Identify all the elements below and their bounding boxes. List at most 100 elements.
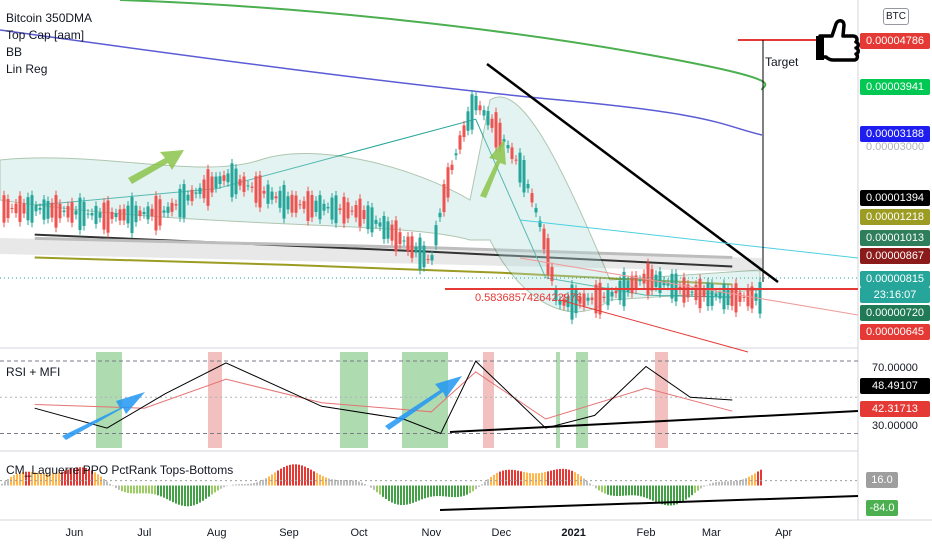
candle-body	[158, 199, 162, 226]
candle-body	[114, 213, 118, 218]
time-axis-label: Feb	[636, 527, 656, 539]
rsi-trend-line	[449, 410, 859, 433]
candle-body	[610, 291, 614, 297]
time-axis-label: Dec	[491, 527, 512, 539]
legend-top-cap[interactable]: Top Cap [aam]	[6, 28, 85, 42]
legend-lin-reg[interactable]: Lin Reg	[6, 62, 48, 76]
candle-body	[154, 195, 158, 231]
candle-body	[238, 179, 242, 186]
candle-body	[738, 292, 742, 302]
candle-body	[274, 196, 278, 199]
ppo-pane	[0, 464, 859, 511]
time-axis-label: Jun	[65, 527, 84, 539]
candle-body	[754, 293, 758, 301]
blue-ma-line	[0, 29, 763, 136]
candle-body	[474, 95, 478, 111]
time-axis-label: Aug	[206, 527, 227, 539]
candle-body	[510, 147, 514, 159]
candle-body	[518, 152, 522, 183]
rsi-zone-shading	[96, 352, 122, 448]
legend-laguerre-ppo[interactable]: CM_Laguerre PPO PctRank Tops-Bottoms	[6, 463, 234, 477]
candle-body	[382, 216, 386, 240]
candle-body	[670, 273, 674, 299]
time-axis-label: 2021	[561, 527, 586, 539]
legend-rsi-mfi[interactable]: RSI + MFI	[6, 365, 61, 379]
candle-body	[590, 297, 594, 300]
candle-body	[22, 203, 26, 214]
candle-body	[262, 190, 266, 194]
candle-body	[106, 200, 110, 233]
candle-body	[310, 195, 314, 218]
candle-body	[602, 296, 606, 298]
candle-body	[466, 111, 470, 131]
candle-body	[350, 210, 354, 212]
candle-body	[594, 284, 598, 314]
candle-body	[662, 281, 666, 286]
candle-body	[118, 209, 122, 221]
top-cap-line	[34, 256, 733, 286]
ppo-tag: 16.0	[866, 472, 898, 488]
candle-body	[70, 202, 74, 223]
candle-body	[258, 175, 262, 208]
candle-body	[546, 238, 550, 275]
candle-body	[354, 205, 358, 218]
candle-body	[406, 236, 410, 252]
candle-body	[54, 195, 58, 228]
candle-body	[122, 208, 126, 221]
candle-body	[30, 195, 34, 223]
candle-body	[586, 297, 590, 301]
price-tag: 23:16:07	[860, 287, 930, 303]
candle-body	[558, 300, 562, 305]
candle-body	[6, 199, 10, 219]
candle-body	[306, 191, 310, 221]
candle-body	[90, 213, 94, 216]
candle-body	[62, 210, 66, 213]
candle-body	[170, 202, 174, 212]
regression-lower-line	[559, 299, 749, 353]
candle-body	[534, 207, 538, 213]
candle-body	[694, 284, 698, 301]
green-ma-line	[119, 0, 767, 91]
candle-body	[178, 188, 182, 218]
candle-body	[698, 278, 702, 309]
candle-body	[630, 275, 634, 294]
candle-body	[418, 237, 422, 270]
candle-body	[366, 205, 370, 230]
candle-body	[666, 283, 670, 286]
candle-body	[18, 195, 22, 222]
candle-body	[606, 287, 610, 306]
legend-bb[interactable]: BB	[6, 45, 23, 59]
candle-body	[530, 193, 534, 203]
candle-body	[462, 125, 466, 138]
candle-body	[282, 184, 286, 219]
price-tag: 0.00000645	[860, 324, 930, 340]
price-tag: 0.00001394	[860, 190, 930, 206]
candle-body	[302, 201, 306, 209]
candle-body	[458, 135, 462, 150]
candle-body	[34, 205, 38, 212]
candle-body	[322, 203, 326, 211]
candle-body	[658, 271, 662, 294]
rsi-tag: 30.00000	[860, 418, 930, 434]
candle-body	[198, 187, 202, 194]
candle-body	[626, 280, 630, 293]
candle-body	[618, 280, 622, 301]
target-label: Target	[765, 55, 799, 69]
candle-body	[190, 189, 194, 202]
time-axis-label: Mar	[701, 527, 721, 539]
drawing-overlays	[128, 39, 859, 353]
candle-body	[638, 279, 642, 282]
candle-body	[386, 221, 390, 239]
legend-350dma[interactable]: Bitcoin 350DMA	[6, 11, 93, 25]
candle-body	[374, 219, 378, 224]
rsi-zone-shading	[576, 352, 588, 448]
candle-body	[150, 208, 154, 217]
symbol-badge[interactable]: BTC	[883, 8, 909, 25]
candle-body	[46, 201, 50, 219]
candle-body	[94, 205, 98, 224]
lin-reg-line	[34, 236, 733, 259]
candle-body	[298, 204, 302, 206]
candle-body	[446, 167, 450, 198]
